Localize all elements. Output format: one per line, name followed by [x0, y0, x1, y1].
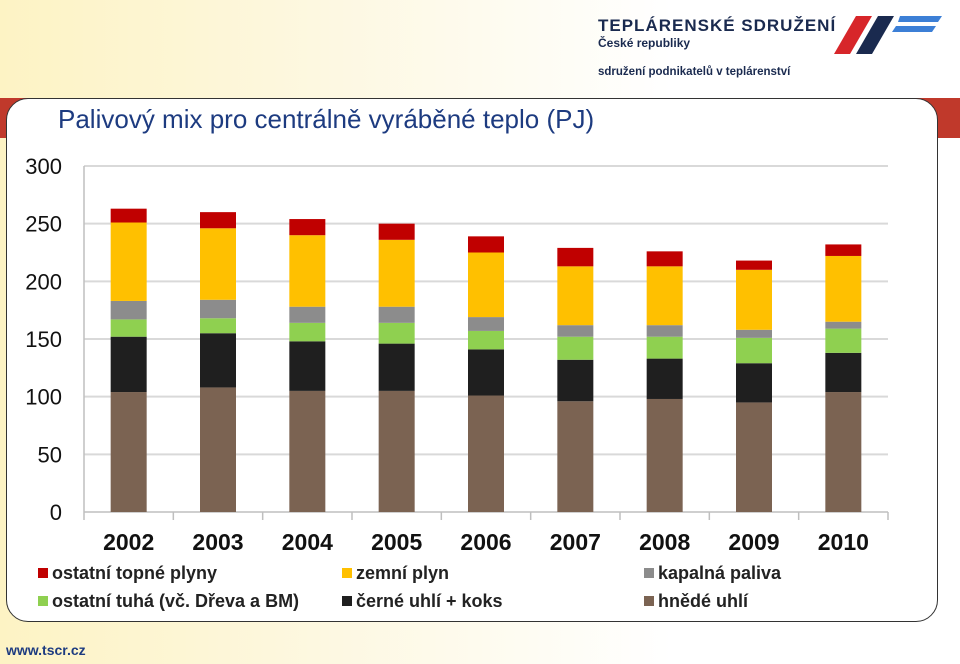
y-tick-label: 300: [25, 154, 62, 179]
bar-segment: [557, 359, 594, 402]
bar-segment: [378, 343, 415, 391]
bar-segment: [825, 352, 862, 393]
legend-label: ostatní tuhá (vč. Dřeva a BM): [52, 591, 300, 611]
bar-segment: [557, 336, 594, 360]
bar-segment: [825, 244, 862, 256]
bar-segment: [468, 349, 504, 396]
legend-label: zemní plyn: [356, 563, 450, 583]
bar-segment: [646, 398, 683, 512]
bar-segment: [736, 402, 772, 512]
bar-segment: [200, 387, 236, 512]
bar-segment: [825, 321, 862, 329]
bar-segment: [110, 222, 147, 301]
y-tick-label: 150: [25, 327, 62, 352]
legend-item: ostatní topné plyny: [38, 563, 217, 584]
bar-segment: [468, 252, 504, 318]
bar-segment: [557, 325, 594, 337]
legend-swatch: [342, 568, 352, 578]
bar-segment: [736, 329, 772, 338]
bar-segment: [289, 322, 326, 342]
y-tick-label: 0: [50, 500, 62, 525]
x-tick-label: 2006: [460, 529, 511, 555]
bar-segment: [110, 208, 147, 223]
y-tick-label: 50: [38, 442, 62, 467]
bar-segment: [468, 330, 504, 350]
bar-segment: [646, 325, 683, 337]
legend-item: kapalná paliva: [644, 563, 781, 584]
logo-stripes-icon: [834, 16, 942, 54]
legend-swatch: [38, 568, 48, 578]
bar-segment: [289, 306, 326, 323]
x-tick-label: 2003: [192, 529, 243, 555]
bar-segment: [736, 363, 772, 403]
legend-swatch: [644, 596, 654, 606]
legend-swatch: [644, 568, 654, 578]
x-tick-label: 2007: [550, 529, 601, 555]
bar-segment: [378, 390, 415, 512]
bar-segment: [289, 390, 326, 512]
bar-segment: [557, 266, 594, 326]
legend-label: černé uhlí + koks: [356, 591, 503, 611]
bar-segment: [110, 392, 147, 512]
bar-segment: [825, 255, 862, 322]
y-tick-label: 100: [25, 385, 62, 410]
bar-segment: [289, 341, 326, 391]
bar-segment: [736, 260, 772, 270]
bar-segment: [200, 228, 236, 300]
bar-segment: [468, 317, 504, 331]
bar-segment: [110, 300, 147, 320]
org-subtitle: České republiky: [598, 36, 691, 50]
bar-segment: [468, 395, 504, 512]
bar-segment: [200, 333, 236, 388]
bar-segment: [736, 269, 772, 330]
bar-segment: [378, 223, 415, 240]
bar-segment: [825, 392, 862, 512]
bar-segment: [378, 239, 415, 307]
bar-segment: [378, 306, 415, 323]
bar-segment: [646, 358, 683, 399]
legend-label: hnědé uhlí: [658, 591, 748, 611]
bar-segment: [557, 247, 594, 267]
legend-item: zemní plyn: [342, 563, 449, 584]
bar-segment: [110, 336, 147, 393]
bar-segment: [200, 318, 236, 334]
bar-segment: [646, 251, 683, 267]
x-tick-label: 2008: [639, 529, 690, 555]
bar-segment: [646, 336, 683, 359]
bar-segment: [110, 319, 147, 337]
legend-item: hnědé uhlí: [644, 591, 748, 612]
bar-segment: [646, 266, 683, 326]
x-tick-label: 2004: [282, 529, 333, 555]
x-tick-label: 2009: [728, 529, 779, 555]
bar-segment: [468, 236, 504, 253]
legend-label: kapalná paliva: [658, 563, 782, 583]
legend-item: ostatní tuhá (vč. Dřeva a BM): [38, 591, 299, 612]
org-title: TEPLÁRENSKÉ SDRUŽENÍ: [598, 16, 837, 35]
x-tick-label: 2010: [818, 529, 869, 555]
bar-segment: [825, 328, 862, 353]
bar-segment: [200, 299, 236, 319]
bar-segment: [200, 212, 236, 229]
bar-segment: [378, 322, 415, 344]
org-tagline: sdružení podnikatelů v teplárenství: [598, 66, 791, 78]
legend-swatch: [38, 596, 48, 606]
legend-item: černé uhlí + koks: [342, 591, 503, 612]
x-tick-label: 2002: [103, 529, 154, 555]
footer-url[interactable]: www.tscr.cz: [6, 642, 86, 658]
bar-segment: [557, 401, 594, 512]
x-tick-label: 2005: [371, 529, 422, 555]
chart-title: Palivový mix pro centrálně vyráběné tepl…: [58, 104, 595, 134]
legend-label: ostatní topné plyny: [52, 563, 218, 583]
y-tick-label: 200: [25, 269, 62, 294]
bar-segment: [736, 337, 772, 364]
bar-segment: [289, 219, 326, 236]
bar-segment: [289, 235, 326, 307]
y-tick-label: 250: [25, 212, 62, 237]
legend-swatch: [342, 596, 352, 606]
